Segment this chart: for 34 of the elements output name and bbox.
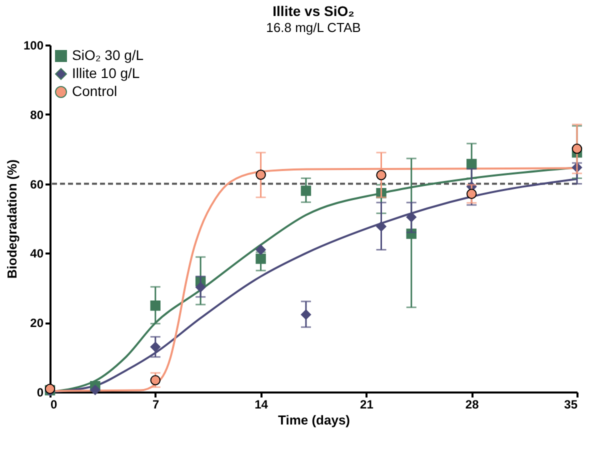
y-tick-label: 60 [30,177,44,192]
x-axis-title: Time (days) [278,412,350,428]
chart-subtitle: 16.8 mg/L CTAB [266,20,361,35]
x-tick-label: 0 [50,398,58,412]
point [406,212,416,222]
x-tick-label: 28 [465,398,480,412]
point [376,170,386,180]
y-tick-label: 40 [30,246,44,261]
point [195,282,206,292]
chart-title: Illite vs SiO₂ [272,3,354,19]
y-tick-label: 20 [30,316,44,330]
y-tick-label: 100 [23,38,44,52]
point [300,186,312,196]
x-tick-label: 35 [564,398,578,412]
point [256,170,266,180]
legend-label: SiO₂ 30 g/L [72,47,144,63]
x-tick-label: 7 [152,398,160,412]
legend-label: Illite 10 g/L [72,65,140,81]
point [572,144,582,154]
point [376,221,386,232]
point [256,254,266,264]
point [150,375,161,386]
y-tick-label: 80 [30,108,44,122]
y-tick-label: 0 [36,386,44,400]
point [150,300,161,311]
x-tick-label: 14 [254,398,268,412]
y-axis-title: Biodegradation (%) [4,159,20,279]
point [256,244,266,255]
legend-label: Control [72,83,118,99]
point [150,342,161,352]
x-tick-label: 21 [360,398,374,412]
point [466,188,477,199]
point [90,384,100,396]
point [300,310,312,320]
